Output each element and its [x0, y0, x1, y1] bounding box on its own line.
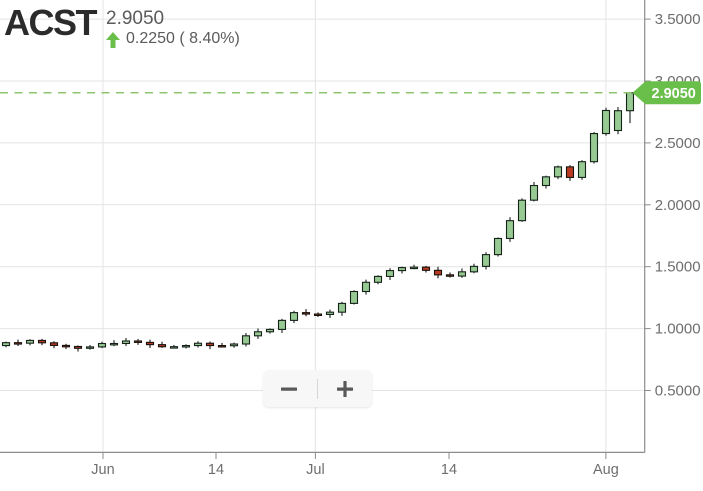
svg-text:0.5000: 0.5000 [655, 383, 701, 400]
svg-text:Aug: Aug [593, 462, 619, 478]
svg-text:1.0000: 1.0000 [655, 321, 701, 338]
svg-text:2.9050: 2.9050 [652, 86, 696, 102]
svg-text:14: 14 [208, 462, 224, 478]
svg-text:14: 14 [441, 462, 457, 478]
svg-text:Jun: Jun [91, 462, 114, 478]
svg-text:1.5000: 1.5000 [655, 259, 701, 276]
svg-text:2.0000: 2.0000 [655, 197, 701, 214]
svg-text:3.5000: 3.5000 [655, 11, 701, 28]
svg-text:2.5000: 2.5000 [655, 135, 701, 152]
svg-text:Jul: Jul [306, 462, 325, 478]
